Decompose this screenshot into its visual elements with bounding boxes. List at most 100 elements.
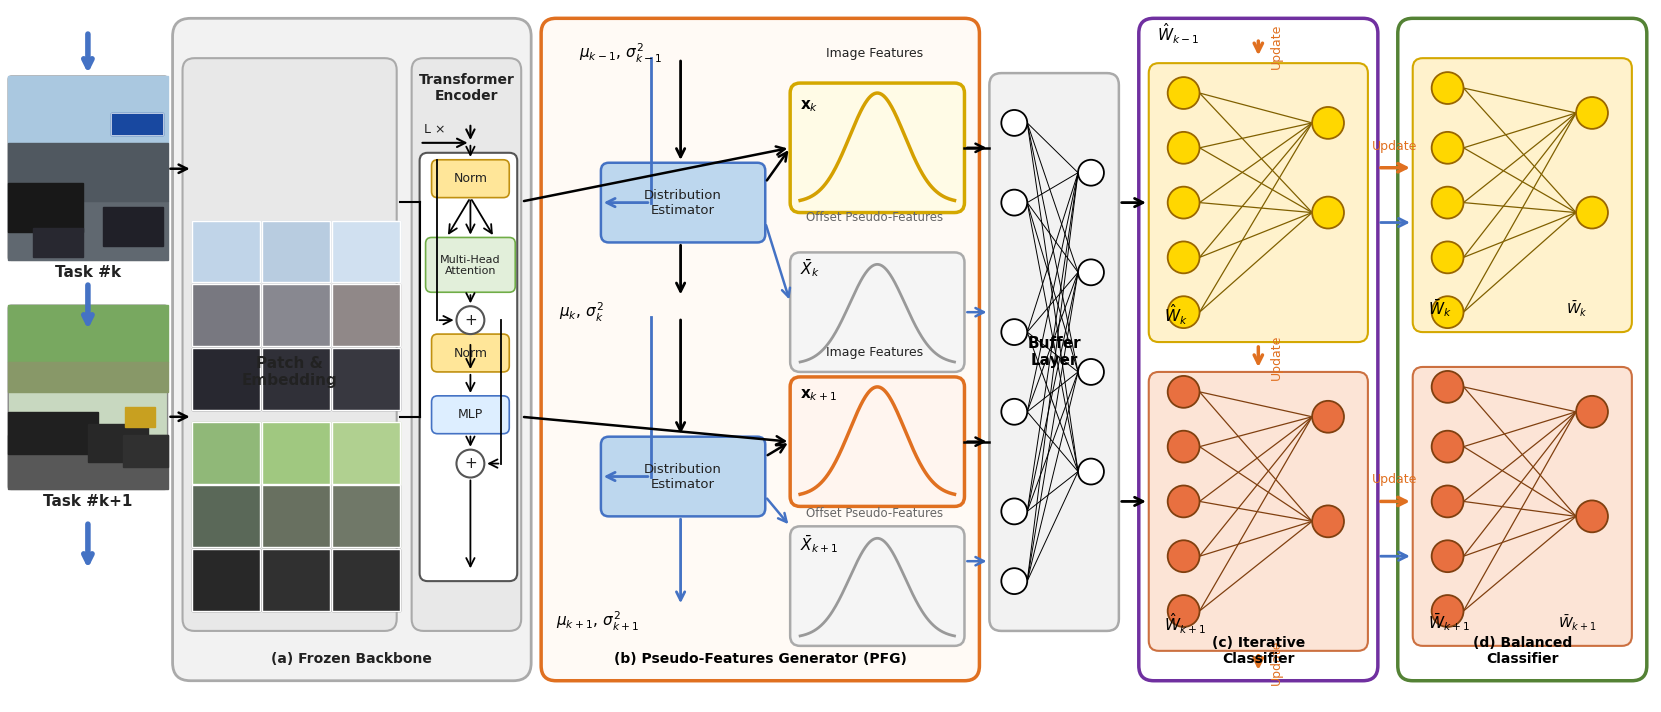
FancyBboxPatch shape xyxy=(420,153,517,581)
FancyBboxPatch shape xyxy=(791,377,965,506)
Circle shape xyxy=(1168,132,1199,164)
Bar xyxy=(125,407,154,426)
Circle shape xyxy=(1312,107,1344,139)
Text: Task #k+1: Task #k+1 xyxy=(43,494,133,509)
Text: Transformer
Encoder: Transformer Encoder xyxy=(419,73,515,103)
FancyBboxPatch shape xyxy=(1414,367,1631,646)
Text: Offset Pseudo-Features: Offset Pseudo-Features xyxy=(806,507,943,520)
Bar xyxy=(193,348,261,410)
Circle shape xyxy=(1432,595,1463,627)
Bar xyxy=(193,486,261,548)
Text: $\mathbf{x}_{k+1}$: $\mathbf{x}_{k+1}$ xyxy=(801,387,837,402)
Text: (d) Balanced
Classifier: (d) Balanced Classifier xyxy=(1473,636,1571,666)
Bar xyxy=(332,486,400,548)
FancyBboxPatch shape xyxy=(791,253,965,372)
Circle shape xyxy=(1576,501,1608,533)
Bar xyxy=(193,549,261,611)
FancyBboxPatch shape xyxy=(183,58,397,631)
Bar xyxy=(33,228,83,257)
Text: Update: Update xyxy=(1372,140,1417,153)
Circle shape xyxy=(1432,296,1463,328)
Text: Update: Update xyxy=(1269,640,1282,686)
Text: $\bar{W}_{k}$: $\bar{W}_{k}$ xyxy=(1566,300,1588,319)
Circle shape xyxy=(1002,319,1026,345)
Text: Multi-Head
Attention: Multi-Head Attention xyxy=(440,255,500,276)
Text: +: + xyxy=(463,313,477,328)
Bar xyxy=(262,221,331,282)
FancyBboxPatch shape xyxy=(601,436,766,516)
Bar xyxy=(8,305,168,362)
Bar xyxy=(111,113,163,135)
Text: $\bar{X}_k$: $\bar{X}_k$ xyxy=(801,257,821,279)
Circle shape xyxy=(1002,498,1026,524)
Bar xyxy=(193,486,261,548)
FancyBboxPatch shape xyxy=(1414,58,1631,332)
Circle shape xyxy=(1168,296,1199,328)
Circle shape xyxy=(1168,376,1199,408)
Bar xyxy=(193,422,261,483)
Circle shape xyxy=(1168,486,1199,518)
Bar xyxy=(332,221,400,282)
Text: (b) Pseudo-Features Generator (PFG): (b) Pseudo-Features Generator (PFG) xyxy=(615,651,907,666)
Text: $\hat{W}_{k-1}$: $\hat{W}_{k-1}$ xyxy=(1156,21,1199,46)
Circle shape xyxy=(1432,371,1463,403)
Circle shape xyxy=(1168,595,1199,627)
Circle shape xyxy=(1576,396,1608,428)
Bar xyxy=(262,422,331,483)
Bar xyxy=(193,221,261,282)
Circle shape xyxy=(1312,197,1344,229)
FancyBboxPatch shape xyxy=(432,396,510,434)
Bar xyxy=(8,183,83,233)
Bar xyxy=(332,284,400,346)
Text: Distribution
Estimator: Distribution Estimator xyxy=(644,189,721,216)
Text: Norm: Norm xyxy=(453,172,487,185)
Bar xyxy=(262,549,331,611)
Circle shape xyxy=(1432,431,1463,463)
Bar xyxy=(262,221,331,282)
Bar xyxy=(262,348,331,410)
FancyBboxPatch shape xyxy=(1139,19,1379,681)
Text: $\mu_{k},\,\sigma^2_{k}$: $\mu_{k},\,\sigma^2_{k}$ xyxy=(560,300,605,324)
Text: $\mathbf{x}_k$: $\mathbf{x}_k$ xyxy=(801,98,819,114)
Circle shape xyxy=(1432,486,1463,518)
Text: Update: Update xyxy=(1269,23,1282,69)
FancyBboxPatch shape xyxy=(791,83,965,213)
FancyBboxPatch shape xyxy=(425,238,515,292)
FancyBboxPatch shape xyxy=(541,19,980,681)
Circle shape xyxy=(1168,540,1199,572)
Circle shape xyxy=(1078,359,1105,385)
Bar xyxy=(193,422,261,483)
FancyBboxPatch shape xyxy=(8,305,168,489)
Text: Update: Update xyxy=(1372,473,1417,486)
Bar xyxy=(8,76,168,143)
Circle shape xyxy=(1312,506,1344,538)
Text: Task #k: Task #k xyxy=(55,265,121,280)
Bar xyxy=(8,412,98,454)
Bar xyxy=(262,486,331,548)
FancyBboxPatch shape xyxy=(1149,372,1369,651)
Circle shape xyxy=(1312,401,1344,433)
Circle shape xyxy=(1002,189,1026,216)
Bar xyxy=(8,435,168,489)
Text: (a) Frozen Backbone: (a) Frozen Backbone xyxy=(271,651,432,666)
Text: $\hat{W}_{k+1}$: $\hat{W}_{k+1}$ xyxy=(1164,612,1206,636)
Text: Distribution
Estimator: Distribution Estimator xyxy=(644,463,721,491)
Circle shape xyxy=(1078,259,1105,286)
Circle shape xyxy=(1002,110,1026,136)
FancyBboxPatch shape xyxy=(412,58,522,631)
Bar xyxy=(262,486,331,548)
Bar xyxy=(193,348,261,410)
Bar xyxy=(103,206,163,246)
Text: Image Features: Image Features xyxy=(826,47,924,60)
Bar xyxy=(8,143,168,201)
Bar xyxy=(193,549,261,611)
Bar xyxy=(332,348,400,410)
FancyBboxPatch shape xyxy=(601,163,766,243)
Text: $\bar{W}_{k+1}$: $\bar{W}_{k+1}$ xyxy=(1428,611,1470,633)
Text: MLP: MLP xyxy=(458,408,483,422)
Bar xyxy=(111,113,163,135)
Text: Image Features: Image Features xyxy=(826,345,924,359)
Text: Norm: Norm xyxy=(453,347,487,360)
Text: $\bar{W}_{k+1}$: $\bar{W}_{k+1}$ xyxy=(1558,614,1596,633)
Bar xyxy=(123,435,168,466)
